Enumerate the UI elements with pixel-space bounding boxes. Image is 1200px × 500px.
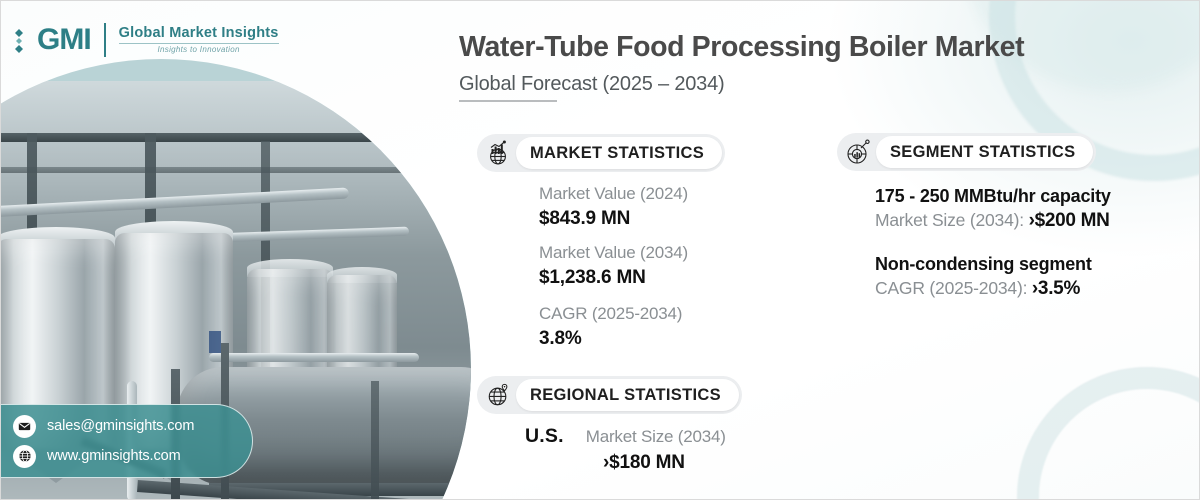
segment-title-1: Non-condensing segment [875,254,1092,274]
logo-gmi-text: GMI [37,23,92,56]
subtitle-underline [459,100,557,102]
regional-region: U.S. [525,425,564,447]
market-statistics-heading: MARKET STATISTICS [516,137,723,169]
regional-statistics-heading: REGIONAL STATISTICS [516,379,739,411]
market-stat-row-0: Market Value (2024) $843.9 MN [539,184,688,230]
contact-email-text: sales@gminsights.com [47,418,195,434]
regional-value: ›$180 MN [603,452,685,473]
market-stat-value-2: 3.8% [539,328,582,349]
market-stat-row-2: CAGR (2025-2034) 3.8% [539,304,682,350]
market-stat-value-1: $1,238.6 MN [539,267,646,288]
logo-rule [118,43,279,45]
regional-statistics-pill: REGIONAL STATISTICS [477,376,742,414]
contact-website-text: www.gminsights.com [47,448,181,464]
regional-label: Market Size (2034) [585,427,726,446]
donut-chart-target-icon [840,136,876,168]
market-stat-label-1: Market Value (2034) [539,243,688,262]
market-stat-label-0: Market Value (2024) [539,184,688,203]
page-title: Water-Tube Food Processing Boiler Market [459,31,1025,63]
gmi-diamond-icon [15,23,31,57]
segment-statistics-heading: SEGMENT STATISTICS [876,136,1094,168]
segment-block-0: 175 - 250 MMBtu/hr capacity Market Size … [875,186,1111,232]
globe-icon [13,444,36,468]
contact-email-row[interactable]: sales@gminsights.com [13,414,252,438]
brand-logo[interactable]: GMI Global Market Insights Insights to I… [15,23,279,57]
segment-title-0: 175 - 250 MMBtu/hr capacity [875,186,1111,206]
logo-tagline: Insights to Innovation [157,45,240,55]
market-statistics-pill: MARKET STATISTICS [477,134,726,172]
segment-value-1: ›3.5% [1031,278,1081,299]
globe-pin-icon [480,379,516,411]
globe-bar-chart-icon [480,137,516,169]
decorative-arc-bottom-right [1017,367,1199,499]
regional-stat-row: U.S. Market Size (2034) ›$180 MN [525,425,726,474]
segment-label-1: CAGR (2025-2034): [875,278,1032,298]
logo-company-name: Global Market Insights [118,24,279,41]
logo-divider [103,23,106,57]
market-stat-label-2: CAGR (2025-2034) [539,304,683,323]
contact-badge: sales@gminsights.com www.gminsights.com [1,404,253,478]
segment-block-1: Non-condensing segment CAGR (2025-2034):… [875,254,1092,300]
market-stat-value-0: $843.9 MN [539,208,631,229]
page-subtitle: Global Forecast (2025 – 2034) [459,73,725,95]
envelope-icon [13,414,36,438]
market-stat-row-1: Market Value (2034) $1,238.6 MN [539,243,688,289]
segment-value-0: ›$200 MN [1028,210,1110,231]
contact-website-row[interactable]: www.gminsights.com [13,444,252,468]
segment-label-0: Market Size (2034): [875,210,1029,230]
segment-statistics-pill: SEGMENT STATISTICS [837,133,1097,171]
